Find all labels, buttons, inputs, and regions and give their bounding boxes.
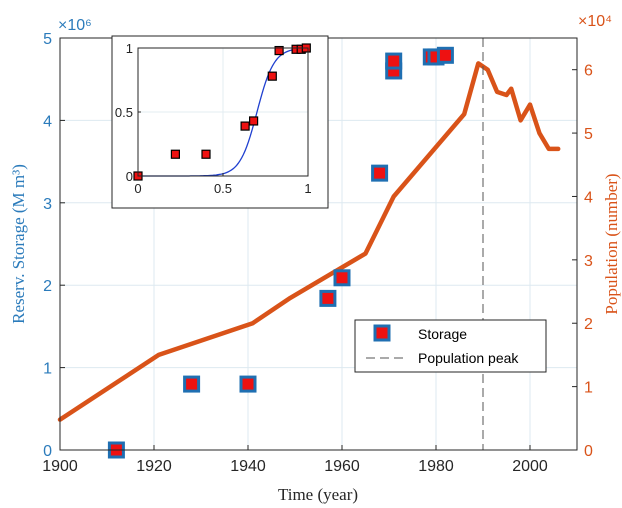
y-left-tick-label: 5 — [43, 31, 52, 48]
population-line — [57, 61, 561, 422]
y-right-axis-ticks: 0 1 2 3 4 5 6 — [572, 63, 593, 460]
legend-peak-label: Population peak — [418, 350, 519, 366]
inset-point — [201, 149, 211, 159]
y-left-axis-title: Reserv. Storage (M m³) — [9, 164, 28, 324]
x-axis-title: Time (year) — [278, 485, 358, 504]
y-left-tick-label: 1 — [43, 361, 52, 378]
storage-point — [319, 289, 337, 307]
y-left-tick-label: 2 — [43, 278, 52, 295]
y-left-axis-ticks: 0 1 2 3 4 5 — [43, 31, 65, 460]
y-right-tick-label: 6 — [584, 63, 593, 80]
storage-point — [371, 164, 389, 182]
y-right-multiplier: ×10⁴ — [578, 13, 612, 30]
inset-y-tick-label: 1 — [126, 41, 133, 56]
y-right-tick-label: 5 — [584, 126, 593, 143]
storage-point — [436, 46, 454, 64]
y-right-tick-label: 0 — [584, 443, 593, 460]
y-right-axis-title: Population (number) — [602, 173, 621, 314]
inset-plot: 0 0.5 1 00.51 — [111, 35, 329, 209]
inset-scatter — [133, 43, 311, 181]
inset-y-ticks: 00.51 — [115, 41, 141, 184]
inset-y-tick-label: 0 — [126, 169, 133, 184]
inset-point — [274, 45, 284, 56]
y-right-tick-label: 2 — [584, 316, 593, 333]
y-right-tick-label: 3 — [584, 253, 593, 270]
x-tick-label: 1940 — [230, 458, 266, 475]
inset-x-tick-label: 0.5 — [214, 181, 232, 196]
x-tick-label: 2000 — [512, 458, 548, 475]
storage-point — [183, 375, 201, 393]
inset-point — [249, 116, 259, 126]
storage-series — [107, 46, 454, 459]
inset-background — [111, 35, 329, 209]
inset-point — [240, 121, 250, 131]
inset-x-ticks: 0 0.5 1 — [134, 173, 312, 196]
inset-point — [170, 149, 180, 159]
legend: Storage Population peak — [354, 319, 547, 373]
y-left-tick-label: 0 — [43, 443, 52, 460]
x-tick-label: 1920 — [136, 458, 172, 475]
storage-point — [239, 375, 257, 393]
legend-storage-label: Storage — [418, 326, 467, 342]
legend-storage-marker — [373, 324, 391, 342]
inset-x-tick-label: 0 — [134, 181, 141, 196]
storage-point — [333, 269, 351, 287]
x-tick-label: 1900 — [42, 458, 78, 475]
y-left-tick-label: 4 — [43, 113, 52, 130]
y-right-tick-label: 1 — [584, 380, 593, 397]
inset-y-tick-label: 0.5 — [115, 105, 133, 120]
storage-point — [385, 52, 403, 70]
y-right-tick-label: 4 — [584, 189, 593, 206]
y-left-multiplier: ×10⁶ — [58, 17, 92, 34]
inset-point — [267, 71, 277, 81]
inset-x-tick-label: 1 — [304, 181, 311, 196]
population-series — [57, 61, 561, 422]
x-tick-label: 1960 — [324, 458, 360, 475]
x-axis-ticks: 1900 1920 1940 1960 1980 2000 — [42, 445, 548, 475]
y-left-tick-label: 3 — [43, 196, 52, 213]
x-tick-label: 1980 — [418, 458, 454, 475]
